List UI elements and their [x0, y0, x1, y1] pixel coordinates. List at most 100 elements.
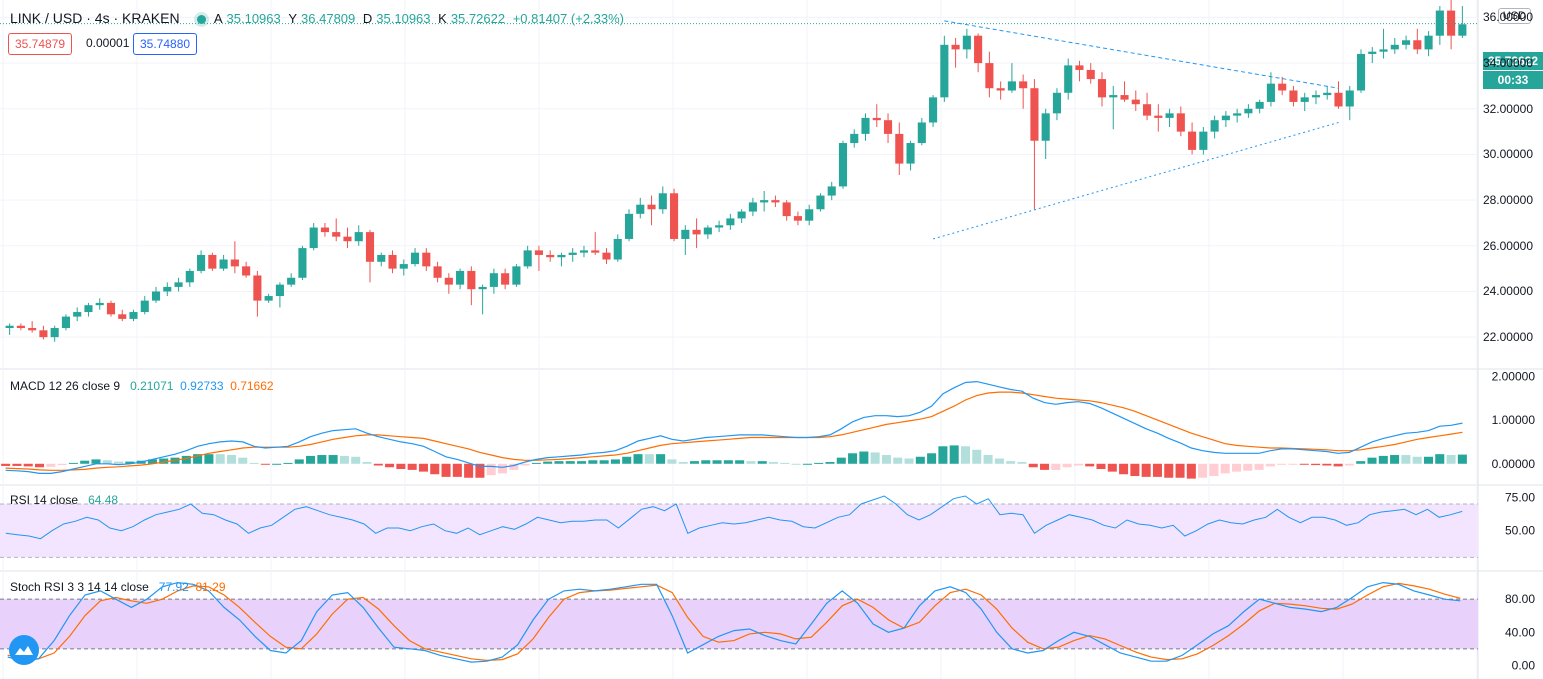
candle	[467, 266, 476, 306]
candle-body	[332, 232, 341, 237]
candle	[985, 51, 994, 98]
candle-body	[264, 296, 273, 301]
candle	[974, 33, 983, 73]
macd-histogram-bar	[260, 463, 270, 465]
candle	[546, 250, 555, 262]
candle	[287, 273, 296, 287]
price-tick-label: 22.00000	[1482, 330, 1533, 345]
candle-body	[16, 325, 25, 329]
candle	[1097, 72, 1107, 107]
macd-signal-value: 0.71662	[230, 379, 274, 393]
candle-body	[624, 213, 634, 239]
stoch-k-line	[7, 581, 1461, 663]
candle-body	[602, 252, 611, 260]
macd-histogram-bar	[1107, 463, 1117, 472]
macd-histogram-value: 0.21071	[130, 379, 174, 393]
candle	[264, 293, 273, 303]
macd-histogram-bar	[68, 462, 78, 464]
candle	[1368, 47, 1377, 64]
macd-histogram-bar	[407, 463, 417, 470]
buy-price-button[interactable]: 35.74880	[133, 33, 198, 55]
candle-body	[197, 254, 206, 271]
macd-histogram-bar	[1, 463, 11, 466]
candle	[163, 282, 172, 297]
macd-histogram-bar	[1209, 463, 1219, 476]
macd-signal-line	[5, 391, 1463, 471]
close-value: 35.72622	[450, 11, 506, 26]
currency-button[interactable]: USD	[1497, 8, 1531, 24]
candle-body	[1458, 24, 1467, 36]
candle	[1278, 76, 1287, 96]
candle	[591, 232, 600, 255]
macd-histogram-bar	[23, 463, 33, 467]
candle-body	[636, 204, 645, 214]
macd-histogram-bar	[927, 453, 937, 464]
candle	[1142, 92, 1152, 121]
candle	[399, 259, 408, 276]
open-value: 35.10963	[226, 11, 281, 26]
candle	[106, 300, 116, 317]
macd-histogram-bar	[689, 461, 699, 464]
candle-body	[1109, 95, 1118, 98]
macd-histogram-bar	[881, 455, 891, 464]
candle-body	[1390, 44, 1399, 50]
rsi-legend[interactable]: RSI 14 close 64.48	[10, 493, 118, 507]
macd-histogram-bar	[396, 463, 406, 470]
symbol-title[interactable]: LINK / USD · 4s · KRAKEN	[10, 10, 180, 26]
stoch-rsi-title: Stoch RSI 3 3 14 14 close	[10, 580, 149, 594]
candle-body	[140, 300, 149, 313]
sell-price-button[interactable]: 35.74879	[8, 33, 73, 55]
candle-body	[1052, 92, 1062, 114]
candle-body	[1210, 120, 1219, 132]
macd-histogram-bar	[181, 455, 191, 464]
macd-histogram-bar	[1220, 463, 1230, 474]
price-tick-label: 36.00000	[1482, 10, 1533, 25]
change-value: +0.81407 (+2.33%)	[512, 11, 624, 26]
candle-body	[456, 270, 465, 285]
bar-countdown-label: 00:33	[1483, 71, 1543, 89]
candle	[681, 225, 690, 255]
macd-histogram-bar	[441, 463, 451, 477]
candle-body	[39, 330, 48, 338]
macd-histogram-bar	[520, 463, 530, 466]
macd-histogram-bar	[486, 463, 496, 476]
market-open-icon	[197, 15, 207, 25]
candle-body	[647, 204, 656, 210]
macd-histogram-bar	[57, 463, 67, 466]
tradingview-logo-icon[interactable]	[9, 635, 39, 665]
candle	[343, 227, 352, 249]
last-price-label: 35.72622	[1483, 52, 1543, 70]
stoch-d-line	[7, 582, 1461, 662]
candle	[715, 220, 724, 233]
candle	[737, 209, 746, 223]
rsi-line	[5, 495, 1463, 540]
candle-body	[1278, 83, 1287, 91]
candle-body	[478, 286, 487, 290]
candle	[151, 286, 161, 303]
candle-body	[523, 250, 532, 267]
macd-histogram-bar	[1311, 463, 1321, 466]
candle	[748, 197, 757, 217]
high-value: 36.47809	[301, 11, 356, 26]
macd-histogram-bar	[238, 457, 248, 464]
candle-body	[61, 316, 70, 329]
candle	[1458, 6, 1467, 38]
candle	[410, 248, 420, 267]
macd-histogram-bar	[893, 457, 903, 464]
candle-body	[782, 202, 791, 217]
candle-body	[1154, 115, 1163, 118]
candle	[230, 241, 239, 274]
stoch-tick-label: 0.00	[1512, 658, 1536, 672]
candle	[61, 314, 70, 331]
candle	[456, 268, 465, 290]
macd-histogram-bar	[1390, 455, 1400, 464]
candle-body	[1030, 88, 1039, 141]
macd-histogram-bar	[215, 454, 225, 464]
candle-body	[1221, 115, 1230, 121]
macd-histogram-bar	[1412, 456, 1422, 464]
price-tick-label: 26.00000	[1482, 238, 1533, 253]
macd-legend[interactable]: MACD 12 26 close 9 0.21071 0.92733 0.716…	[10, 379, 274, 393]
stoch-rsi-legend[interactable]: Stoch RSI 3 3 14 14 close 77.92 81.29	[10, 580, 226, 594]
candle-body	[1266, 83, 1275, 102]
